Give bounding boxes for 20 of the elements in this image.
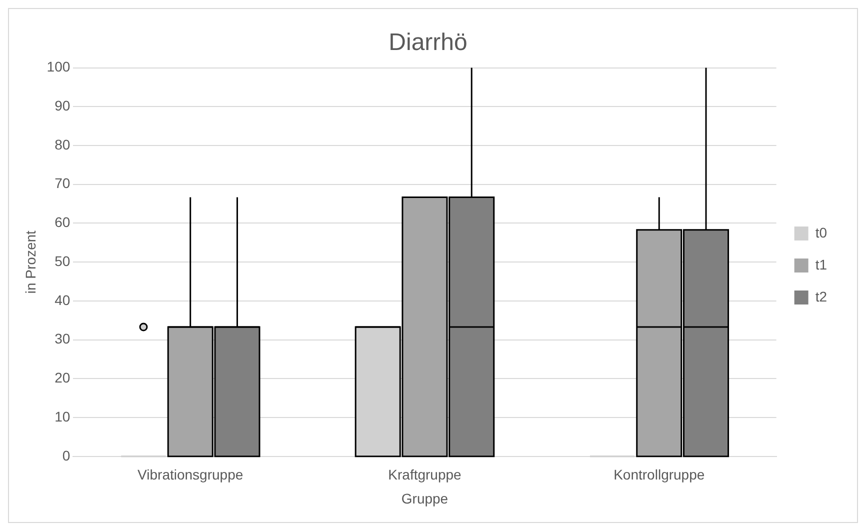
- y-tick-label: 10: [54, 408, 70, 424]
- y-tick-label: 90: [54, 98, 70, 114]
- y-tick-label: 100: [46, 58, 70, 75]
- y-tick-label: 80: [54, 136, 70, 152]
- legend-label: t1: [815, 256, 828, 272]
- x-tick-label: Kontrollgruppe: [614, 466, 705, 483]
- x-tick-label: Kraftgruppe: [388, 466, 462, 483]
- x-tick-label: Vibrationsgruppe: [138, 466, 244, 483]
- y-tick-label: 50: [54, 252, 70, 269]
- y-tick-label: 30: [54, 330, 70, 347]
- legend-label: t0: [815, 224, 828, 240]
- y-tick-label: 70: [54, 175, 70, 192]
- x-axis-title: Gruppe: [401, 490, 448, 506]
- chart-title: Diarrhö: [388, 29, 468, 56]
- legend-label: t2: [815, 288, 828, 304]
- y-tick-label: 0: [62, 447, 70, 464]
- y-axis-title: in Prozent: [22, 230, 38, 294]
- y-tick-label: 40: [54, 292, 70, 308]
- y-tick-label: 20: [54, 370, 70, 386]
- y-tick-label: 60: [54, 214, 70, 230]
